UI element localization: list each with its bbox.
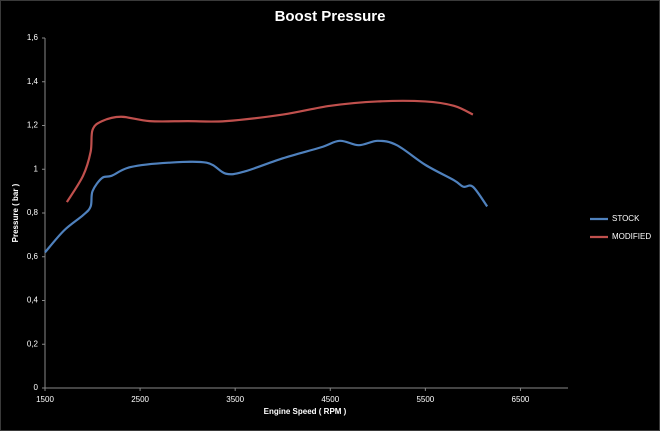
chart-title: Boost Pressure (275, 8, 386, 25)
series-line (44, 139, 489, 254)
y-tick-label: 1 (34, 164, 39, 173)
y-tick-label: 0 (34, 383, 39, 392)
y-tick-label: 0,2 (27, 339, 39, 348)
x-tick-label: 1500 (36, 395, 54, 404)
y-tick-label: 1,4 (27, 77, 39, 86)
x-axis-title: Engine Speed ( RPM ) (264, 407, 347, 416)
x-tick-label: 6500 (512, 395, 530, 404)
y-tick-label: 0,4 (27, 296, 39, 305)
legend-label: MODIFIED (612, 232, 651, 241)
x-tick-label: 2500 (131, 395, 149, 404)
x-tick-label: 4500 (321, 395, 339, 404)
y-tick-label: 0,8 (27, 208, 39, 217)
y-axis-title: Pressure ( bar ) (11, 183, 20, 242)
y-tick-label: 0,6 (27, 252, 39, 261)
y-tick-label: 1,6 (27, 33, 39, 42)
series-line (65, 99, 474, 203)
legend-label: STOCK (612, 214, 640, 223)
x-tick-label: 3500 (226, 395, 244, 404)
y-tick-label: 1,2 (27, 121, 39, 130)
x-tick-label: 5500 (416, 395, 434, 404)
